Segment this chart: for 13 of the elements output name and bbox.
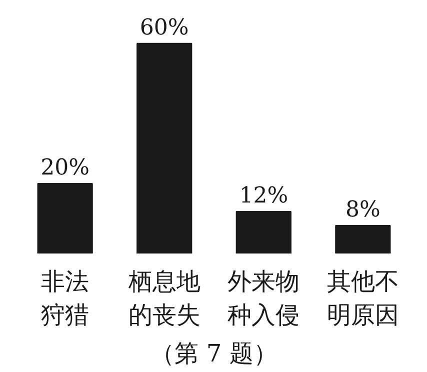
x-tick-label: 栖息地的丧失	[127, 268, 200, 330]
bar	[236, 210, 292, 254]
data-label: 20%	[40, 155, 90, 180]
text: （第 7 题）	[150, 340, 278, 368]
bar	[136, 42, 192, 254]
data-label: 8%	[345, 197, 380, 222]
x-tick-label: 非法狩猎	[41, 268, 90, 330]
data-label: 12%	[239, 183, 288, 208]
x-tick-label: 其他不明原因	[326, 268, 399, 330]
bar	[335, 224, 391, 254]
data-label: 60%	[140, 15, 189, 40]
bar	[37, 182, 93, 254]
x-tick-label: 外来物种入侵	[228, 268, 300, 330]
